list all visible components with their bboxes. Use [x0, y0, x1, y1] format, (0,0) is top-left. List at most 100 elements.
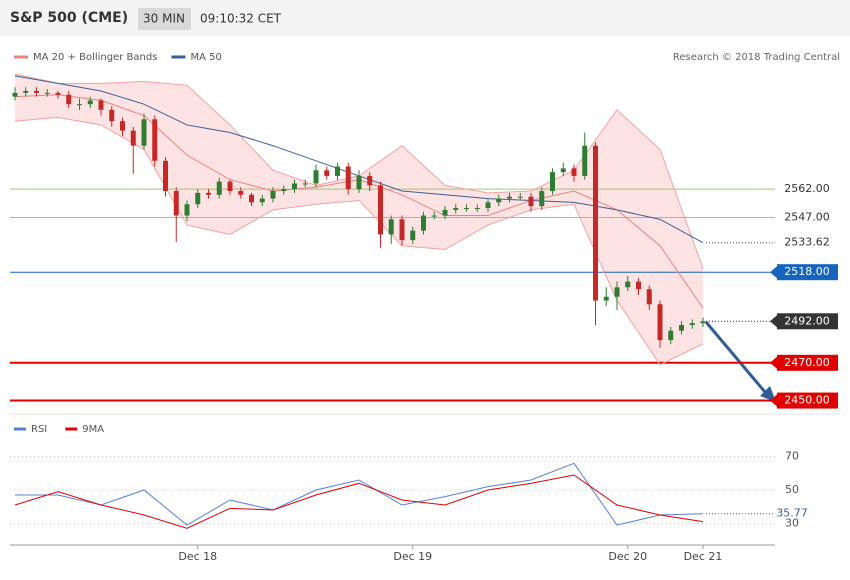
candle-body [281, 189, 287, 192]
candle-body [668, 330, 674, 341]
interval: 30 MIN [143, 12, 185, 26]
level-box-tip [770, 394, 777, 407]
candle-body [163, 160, 168, 192]
level-label: 2450.00 [784, 394, 830, 407]
legend-label: MA 20 + Bollinger Bands [33, 52, 157, 63]
candle-body [356, 175, 362, 190]
credit: Research © 2018 Trading Central [673, 52, 840, 63]
candle-body [55, 92, 61, 95]
interval-box [138, 8, 191, 30]
candle-body [614, 287, 620, 297]
candle-body [249, 194, 254, 203]
level-box [777, 392, 838, 409]
level-box-tip [770, 266, 777, 279]
candle-body [292, 183, 297, 190]
candle-body [313, 170, 319, 184]
level-box [777, 313, 838, 330]
candle-body [496, 198, 502, 203]
candle-body [345, 166, 351, 190]
rsi-line [14, 474, 704, 529]
candle-body [367, 175, 373, 186]
candle-body [216, 181, 222, 195]
candle-body [130, 130, 136, 146]
candle-body [410, 230, 416, 241]
candle-body [485, 202, 491, 209]
candle-body [388, 219, 394, 235]
level-box [777, 354, 838, 371]
level-label: 2547.00 [784, 210, 830, 223]
candle-body [464, 208, 469, 210]
x-tick-label: Dec 18 [178, 550, 217, 563]
x-tick-label: Dec 20 [608, 550, 647, 563]
level-box [777, 264, 838, 281]
candle-body [120, 121, 125, 131]
candle-body [399, 219, 405, 241]
candle-body [700, 321, 706, 324]
candle-body [603, 296, 609, 301]
rsi-tick-label: 50 [785, 483, 799, 496]
legend-label: RSI [31, 424, 47, 435]
forecast-arrow [704, 321, 772, 399]
chart-title: S&P 500 (CME) [10, 10, 128, 26]
candle-body [421, 215, 426, 231]
level-label: 2518.00 [784, 265, 830, 278]
candle-body [335, 166, 340, 176]
candle-body [539, 191, 545, 207]
candle-body [646, 289, 652, 305]
candle-body [657, 304, 663, 341]
candle-body [550, 172, 555, 192]
candle-body [571, 168, 577, 176]
candle-body [227, 181, 233, 192]
time: 09:10:32 CET [200, 12, 282, 26]
candle-body [679, 325, 684, 331]
candle-body [442, 209, 448, 216]
candle-body [517, 196, 523, 198]
candle-body [87, 100, 93, 105]
forecast-arrow-head [760, 386, 776, 402]
candle-body [689, 323, 695, 326]
candle-body [431, 215, 437, 217]
bollinger-fill [15, 73, 703, 365]
candle-body [34, 90, 39, 93]
candle-body [582, 145, 588, 176]
rsi-tick-label: 30 [785, 516, 799, 529]
candle-body [625, 281, 631, 288]
x-tick-label: Dec 19 [393, 550, 432, 563]
candle-body [173, 191, 179, 216]
rsi-current-label: 35.77 [776, 507, 808, 520]
candle-body [453, 208, 459, 210]
candle-body [528, 196, 534, 207]
candle-body [12, 92, 18, 97]
candle-body [44, 92, 50, 94]
candle-body [560, 168, 566, 173]
candle-body [77, 104, 82, 106]
level-label: 2492.00 [784, 314, 830, 327]
level-label: 2562.00 [784, 182, 830, 195]
candle-body [66, 94, 72, 105]
rsi-tick-label: 70 [785, 450, 799, 463]
x-tick-label: Dec 21 [684, 550, 723, 563]
candle-body [238, 191, 244, 195]
candle-body [152, 119, 158, 161]
candle-body [141, 119, 147, 146]
level-label: 2533.62 [784, 236, 830, 249]
level-box-tip [770, 315, 777, 328]
legend-label: MA 50 [190, 52, 221, 63]
candle-body [270, 191, 276, 199]
candle-body [507, 196, 512, 199]
candle-body [23, 90, 29, 93]
level-box-tip [770, 356, 777, 369]
rsi-line [15, 462, 704, 526]
indicator-line [14, 116, 704, 366]
candle-body [593, 145, 598, 301]
level-label: 2470.00 [784, 356, 830, 369]
legend-label: 9MA [82, 424, 104, 435]
candle-body [206, 192, 211, 195]
candle-body [109, 109, 115, 122]
candle-body [636, 281, 641, 290]
candle-body [324, 170, 330, 176]
candle-body [378, 185, 383, 235]
candle-body [98, 100, 104, 110]
candle-body [474, 208, 480, 210]
